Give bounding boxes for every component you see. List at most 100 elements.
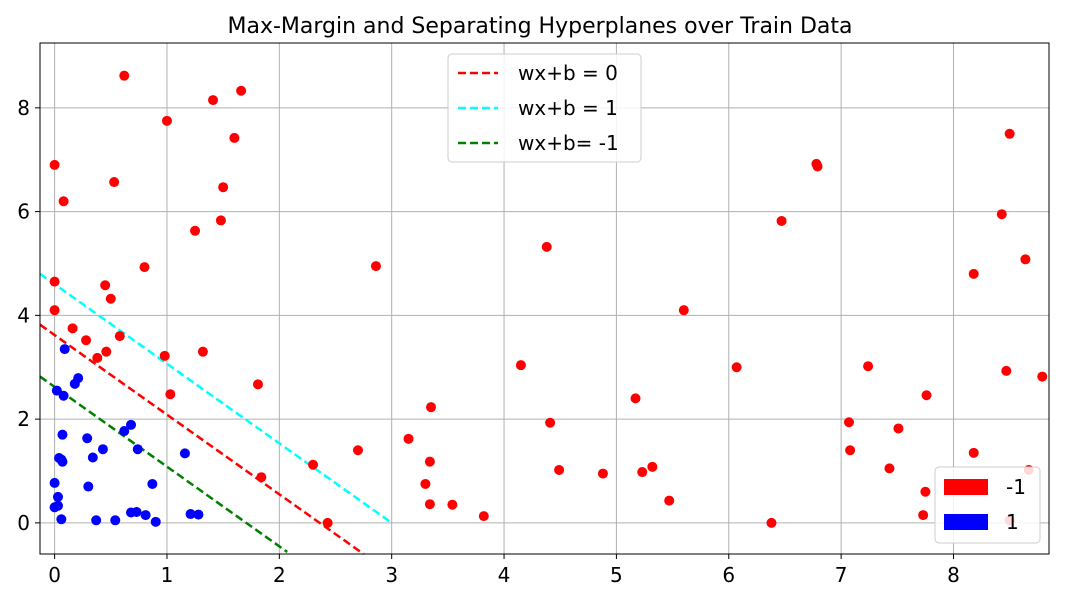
point-class-neg	[49, 305, 60, 316]
point-class-neg	[229, 132, 240, 143]
point-class-neg	[109, 177, 120, 188]
point-class-neg	[252, 379, 263, 390]
x-tick-label: 5	[610, 563, 623, 587]
y-axis-ticks: 0 2 4 6 8	[17, 96, 40, 535]
point-class-neg	[1001, 365, 1012, 376]
point-class-pos	[97, 444, 108, 455]
point-class-pos	[52, 500, 63, 511]
point-class-neg	[545, 417, 556, 428]
point-class-neg	[664, 495, 675, 506]
point-class-neg	[1037, 371, 1048, 382]
legend-hyperplanes: wx+b = 0 wx+b = 1 wx+b= -1	[447, 53, 642, 163]
legend-line-label: wx+b = 0	[518, 61, 618, 85]
point-class-neg	[208, 95, 219, 106]
point-class-neg	[426, 402, 437, 413]
y-tick-label: 0	[17, 511, 30, 535]
x-tick-label: 0	[48, 563, 61, 587]
point-class-pos	[82, 433, 93, 444]
y-tick-label: 6	[17, 200, 30, 224]
point-class-pos	[126, 419, 137, 430]
hyperplane-line-0	[39, 323, 365, 556]
point-class-neg	[105, 293, 116, 304]
point-class-neg	[352, 445, 363, 456]
point-class-neg	[597, 468, 608, 479]
point-class-pos	[185, 509, 196, 520]
data-points	[49, 70, 1048, 528]
point-class-neg	[630, 393, 641, 404]
point-class-pos	[59, 344, 70, 355]
point-class-neg	[921, 390, 932, 401]
point-class-pos	[119, 426, 130, 437]
point-class-pos	[91, 515, 102, 526]
point-class-neg	[515, 360, 526, 371]
point-class-neg	[554, 464, 565, 475]
point-class-neg	[968, 268, 979, 279]
point-class-neg	[884, 463, 895, 474]
hyperplane-lines	[39, 272, 393, 556]
point-class-pos	[56, 514, 67, 525]
point-class-neg	[678, 305, 689, 316]
chart-title: Max-Margin and Separating Hyperplanes ov…	[227, 14, 852, 39]
point-class-neg	[541, 241, 552, 252]
point-class-pos	[140, 510, 151, 521]
x-axis-ticks: 0 1 2 3 4 5 6 7 8	[48, 554, 960, 587]
point-class-neg	[812, 161, 823, 172]
hyperplane-line-2	[39, 375, 288, 553]
point-class-neg	[159, 350, 170, 361]
point-class-neg	[215, 215, 226, 226]
point-class-neg	[101, 346, 112, 357]
point-class-neg	[190, 225, 201, 236]
point-class-neg	[100, 280, 111, 291]
x-tick-label: 6	[722, 563, 735, 587]
point-class-pos	[49, 477, 60, 488]
point-class-neg	[81, 335, 92, 346]
class-swatch	[944, 479, 988, 495]
point-class-neg	[49, 276, 60, 287]
point-class-pos	[132, 444, 143, 455]
point-class-pos	[51, 385, 62, 396]
point-class-neg	[67, 323, 78, 334]
point-class-neg	[197, 346, 208, 357]
point-class-neg	[731, 362, 742, 373]
point-class-neg	[424, 499, 435, 510]
x-tick-label: 3	[385, 563, 398, 587]
x-tick-label: 2	[273, 563, 286, 587]
point-class-neg	[165, 389, 176, 400]
point-class-neg	[236, 85, 247, 96]
point-class-pos	[87, 452, 98, 463]
y-tick-label: 8	[17, 96, 30, 120]
legend-line-label: wx+b= -1	[518, 131, 619, 155]
point-class-neg	[647, 461, 658, 472]
point-class-neg	[863, 361, 874, 372]
point-class-neg	[766, 517, 777, 528]
point-class-neg	[92, 352, 103, 363]
point-class-neg	[893, 423, 904, 434]
point-class-pos	[57, 429, 68, 440]
point-class-neg	[1020, 254, 1031, 265]
point-class-neg	[322, 517, 333, 528]
point-class-neg	[996, 209, 1007, 220]
point-class-neg	[420, 478, 431, 489]
point-class-neg	[139, 262, 150, 273]
x-tick-label: 7	[835, 563, 848, 587]
point-class-neg	[447, 499, 458, 510]
point-class-pos	[83, 481, 94, 492]
point-class-pos	[150, 516, 161, 527]
y-tick-label: 4	[17, 303, 30, 327]
point-class-neg	[403, 433, 414, 444]
point-class-neg	[968, 447, 979, 458]
y-tick-label: 2	[17, 407, 30, 431]
x-tick-label: 4	[498, 563, 511, 587]
point-class-neg	[256, 472, 267, 483]
plot-frame	[39, 42, 1050, 555]
point-class-neg	[776, 215, 787, 226]
point-class-neg	[114, 331, 125, 342]
point-class-neg	[119, 70, 130, 81]
point-class-pos	[57, 456, 68, 467]
point-class-pos	[179, 448, 190, 459]
legend-classes: -11	[934, 466, 1041, 544]
point-class-neg	[845, 445, 856, 456]
class-swatch	[944, 514, 988, 530]
point-class-neg	[918, 510, 929, 521]
